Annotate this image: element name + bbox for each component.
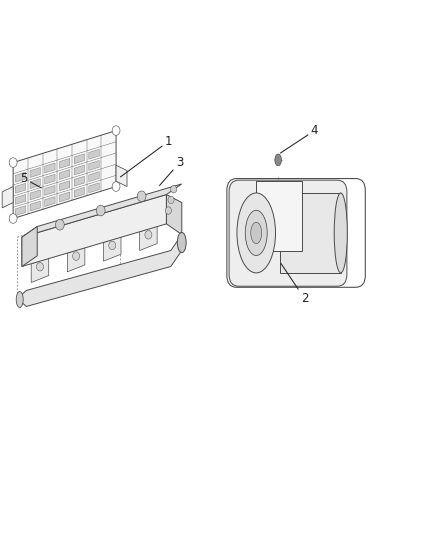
Circle shape: [137, 191, 146, 201]
Polygon shape: [60, 181, 70, 191]
Ellipse shape: [334, 193, 347, 273]
Polygon shape: [89, 172, 99, 182]
Polygon shape: [60, 192, 70, 202]
Polygon shape: [116, 165, 127, 187]
Polygon shape: [30, 179, 40, 189]
Polygon shape: [74, 176, 85, 186]
Circle shape: [9, 214, 17, 223]
Ellipse shape: [16, 292, 23, 308]
Polygon shape: [45, 197, 55, 206]
Polygon shape: [45, 174, 55, 184]
Polygon shape: [15, 206, 26, 216]
Polygon shape: [30, 167, 40, 177]
Polygon shape: [74, 154, 85, 164]
Polygon shape: [166, 195, 182, 235]
Ellipse shape: [251, 222, 261, 244]
Polygon shape: [89, 160, 99, 171]
Polygon shape: [45, 185, 55, 195]
Polygon shape: [22, 227, 37, 266]
Polygon shape: [74, 188, 85, 197]
Polygon shape: [22, 184, 182, 237]
Polygon shape: [67, 246, 85, 272]
Polygon shape: [15, 195, 26, 205]
Text: 4: 4: [280, 124, 318, 153]
Text: 1: 1: [120, 135, 173, 177]
Circle shape: [166, 207, 172, 214]
Ellipse shape: [177, 232, 186, 253]
Circle shape: [96, 205, 105, 216]
Polygon shape: [140, 225, 157, 251]
Polygon shape: [30, 190, 40, 200]
Ellipse shape: [237, 193, 276, 273]
Polygon shape: [31, 257, 49, 282]
Text: 5: 5: [21, 172, 41, 188]
Polygon shape: [89, 149, 99, 159]
Circle shape: [56, 220, 64, 230]
Polygon shape: [15, 183, 26, 193]
Polygon shape: [15, 172, 26, 182]
Text: 2: 2: [281, 263, 308, 305]
Polygon shape: [89, 183, 99, 193]
Circle shape: [112, 182, 120, 191]
Polygon shape: [18, 235, 182, 306]
Polygon shape: [30, 201, 40, 211]
Polygon shape: [13, 131, 116, 219]
Text: 3: 3: [159, 156, 183, 185]
Circle shape: [170, 185, 177, 193]
Circle shape: [36, 263, 43, 271]
Polygon shape: [256, 181, 302, 251]
Polygon shape: [103, 236, 121, 261]
Circle shape: [73, 252, 80, 260]
Polygon shape: [60, 158, 70, 168]
Polygon shape: [280, 193, 341, 273]
Circle shape: [109, 241, 116, 249]
Circle shape: [145, 230, 152, 239]
FancyBboxPatch shape: [229, 180, 347, 286]
Circle shape: [9, 158, 17, 167]
Polygon shape: [2, 187, 13, 208]
Polygon shape: [60, 169, 70, 180]
Ellipse shape: [275, 154, 281, 166]
Circle shape: [112, 126, 120, 135]
Ellipse shape: [245, 211, 267, 256]
Polygon shape: [22, 195, 166, 266]
Polygon shape: [74, 165, 85, 175]
Polygon shape: [45, 163, 55, 173]
Circle shape: [168, 196, 174, 204]
